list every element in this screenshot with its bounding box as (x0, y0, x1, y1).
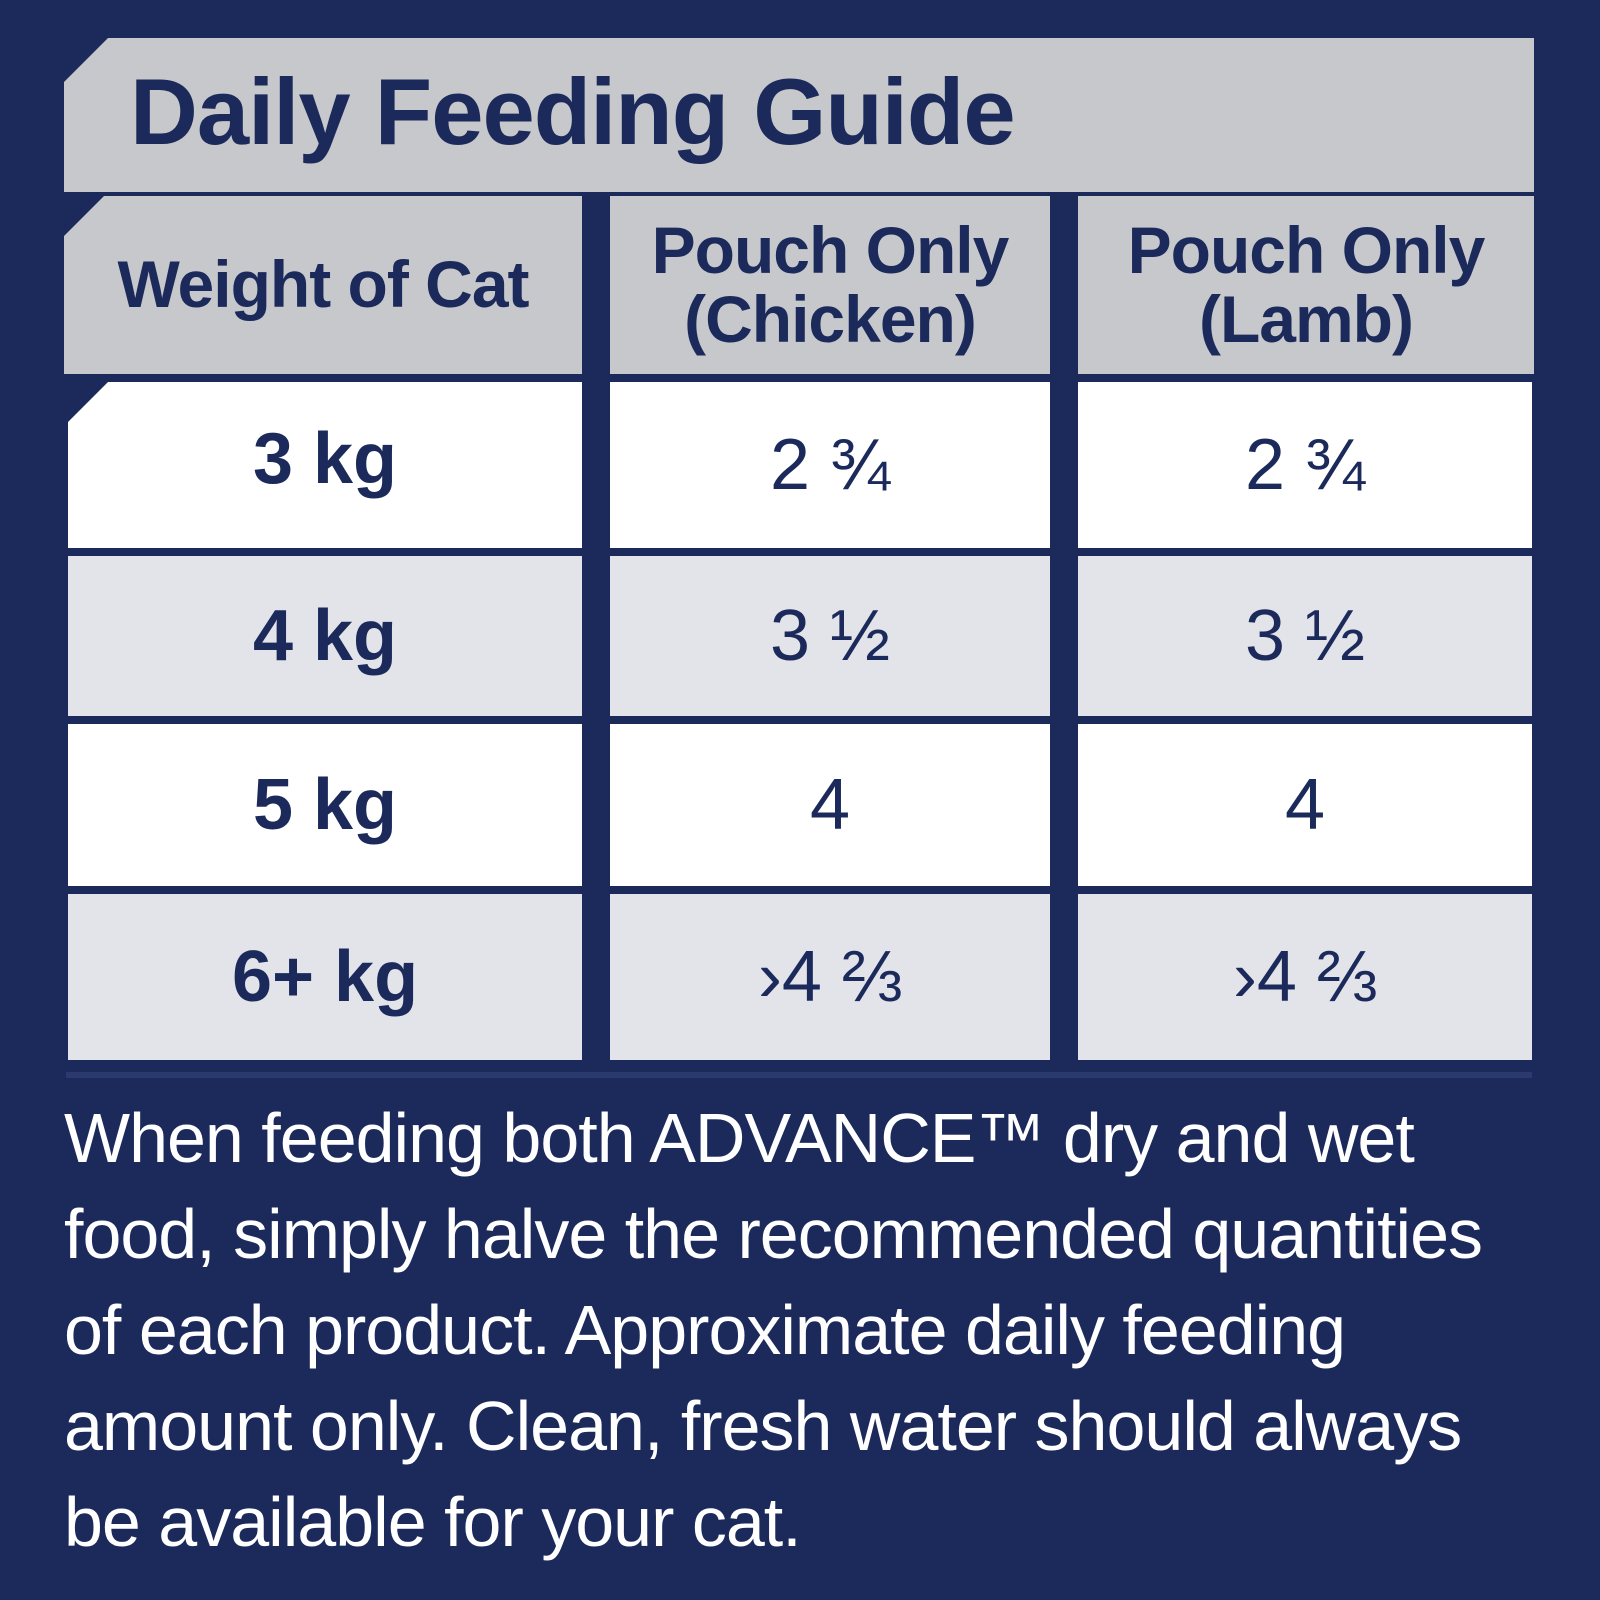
lamb-value: 4 (1284, 765, 1326, 845)
table-row-weight: 3 kg (68, 382, 582, 548)
header-lamb-label: Pouch Only (Lamb) (1127, 212, 1486, 356)
table-row-lamb: ›4 ⅔ (1078, 894, 1532, 1060)
divider (66, 1072, 1532, 1078)
weight-value: 6+ kg (231, 937, 419, 1017)
header-weight-label: Weight of Cat (117, 247, 529, 322)
header-lamb: Pouch Only (Lamb) (1078, 196, 1534, 374)
header-weight: Weight of Cat (64, 196, 582, 374)
chicken-value: ›4 ⅔ (757, 937, 903, 1017)
chicken-value: 4 (809, 765, 851, 845)
weight-value: 3 kg (252, 419, 398, 499)
lamb-value: 2 ¾ (1244, 425, 1366, 505)
table-row-chicken: ›4 ⅔ (610, 894, 1050, 1060)
chicken-value: 3 ½ (769, 596, 891, 676)
table-row-chicken: 2 ¾ (610, 382, 1050, 548)
lamb-value: 3 ½ (1244, 596, 1366, 676)
table-row-weight: 6+ kg (68, 894, 582, 1060)
chicken-value: 2 ¾ (769, 425, 891, 505)
table-row-weight: 5 kg (68, 724, 582, 886)
weight-value: 4 kg (252, 596, 398, 676)
table-row-lamb: 4 (1078, 724, 1532, 886)
weight-value: 5 kg (252, 765, 398, 845)
header-chicken-label: Pouch Only (Chicken) (651, 212, 1010, 356)
page-title: Daily Feeding Guide (130, 59, 1016, 164)
lamb-value: ›4 ⅔ (1232, 937, 1378, 1017)
feeding-note: When feeding both ADVANCE™ dry and wet f… (64, 1099, 1483, 1561)
table-row-lamb: 3 ½ (1078, 556, 1532, 716)
header-chicken: Pouch Only (Chicken) (610, 196, 1050, 374)
table-row-chicken: 3 ½ (610, 556, 1050, 716)
title-bar (64, 38, 1534, 192)
table-row-chicken: 4 (610, 724, 1050, 886)
table-row-weight: 4 kg (68, 556, 582, 716)
table-row-lamb: 2 ¾ (1078, 382, 1532, 548)
